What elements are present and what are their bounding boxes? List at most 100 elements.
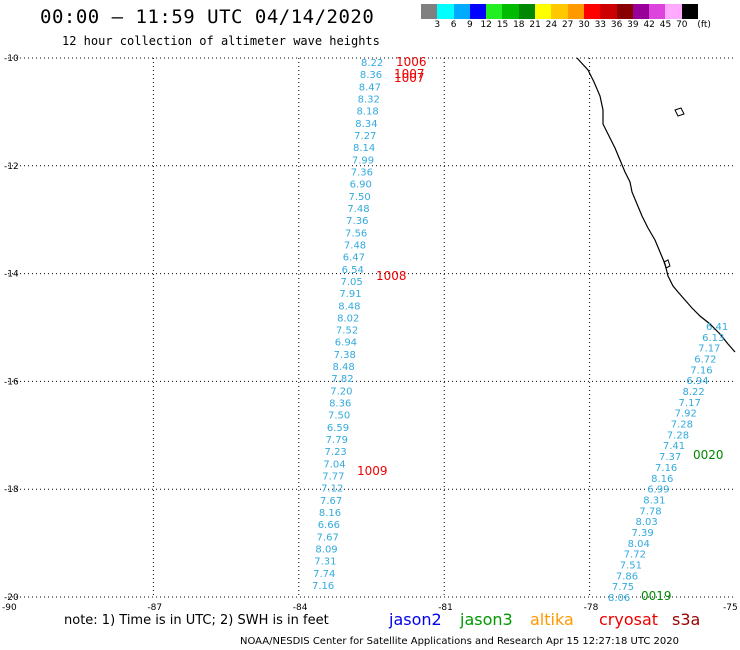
swh-value: 7.75 bbox=[612, 582, 634, 593]
legend-swatch bbox=[649, 4, 666, 19]
swh-value: 6.94 bbox=[686, 376, 708, 387]
legend-swatch bbox=[681, 4, 699, 19]
island-outline bbox=[674, 107, 685, 117]
x-tick-label: -78 bbox=[584, 603, 599, 613]
x-tick-label: -90 bbox=[2, 603, 17, 613]
y-tick-label: -10 bbox=[4, 54, 19, 64]
swh-value: 8.48 bbox=[338, 301, 360, 312]
swh-value: 8.36 bbox=[329, 399, 351, 410]
legend-swatches bbox=[421, 4, 699, 19]
swh-value: 7.31 bbox=[314, 557, 336, 568]
swh-value: 7.48 bbox=[344, 240, 366, 251]
swh-value: 6.54 bbox=[342, 265, 364, 276]
y-tick-label: -16 bbox=[4, 377, 19, 387]
legend-label: 33 bbox=[594, 20, 607, 30]
swh-value: 8.22 bbox=[361, 58, 383, 69]
pass-label: 1007 bbox=[394, 71, 425, 85]
swh-value: 8.32 bbox=[358, 94, 380, 105]
legend-labels: 3 6 9 12 15 18 21 24 27 30 33 36 39 42 45 70 (ft) bbox=[421, 19, 710, 31]
pass-label: 1009 bbox=[357, 464, 388, 478]
swh-value: 8.06 bbox=[608, 593, 630, 604]
legend-label: 30 bbox=[578, 20, 590, 30]
sat-altika: altika bbox=[530, 610, 574, 629]
y-tick-label: -20 bbox=[4, 593, 19, 603]
island-outline bbox=[663, 259, 671, 269]
swh-value: 7.16 bbox=[655, 463, 677, 474]
swh-value: 7.51 bbox=[620, 560, 642, 571]
swh-value: 7.41 bbox=[663, 441, 685, 452]
swh-value: 6.66 bbox=[318, 520, 340, 531]
swh-value: 7.28 bbox=[667, 430, 689, 441]
x-tick-label: -84 bbox=[293, 603, 308, 613]
legend-label: 18 bbox=[513, 20, 525, 30]
x-tick-label: -87 bbox=[147, 603, 162, 613]
swh-value: 7.79 bbox=[326, 435, 348, 446]
note-text: note: 1) Time is in UTC; 2) SWH is in fe… bbox=[64, 613, 329, 628]
legend-swatch bbox=[535, 4, 552, 19]
swh-value: 8.02 bbox=[337, 313, 359, 324]
pass-label: 1008 bbox=[376, 269, 407, 283]
swh-value: 6.99 bbox=[647, 485, 669, 496]
legend-label: 27 bbox=[561, 20, 574, 30]
swh-value: 8.03 bbox=[635, 517, 657, 528]
swh-value: 6.72 bbox=[694, 355, 716, 366]
coastline-path bbox=[576, 57, 736, 353]
swh-value: 8.16 bbox=[651, 474, 673, 485]
legend-label: 12 bbox=[480, 20, 492, 30]
swh-value: 7.52 bbox=[336, 326, 358, 337]
pass-label: 0019 bbox=[641, 589, 672, 603]
legend-swatch bbox=[583, 4, 601, 19]
legend-label: 21 bbox=[529, 20, 541, 30]
legend-swatch bbox=[486, 4, 503, 19]
legend-swatch bbox=[616, 4, 633, 19]
swh-value: 7.82 bbox=[331, 374, 353, 385]
swh-value: 8.48 bbox=[333, 362, 355, 373]
legend-swatch bbox=[665, 4, 682, 19]
legend-swatch bbox=[551, 4, 568, 19]
y-tick-label: -12 bbox=[4, 162, 19, 172]
swh-value: 8.04 bbox=[628, 539, 650, 550]
legend-label: 36 bbox=[610, 20, 623, 30]
coastline bbox=[576, 57, 736, 353]
swh-value: 7.92 bbox=[675, 409, 697, 420]
swh-value: 7.16 bbox=[312, 581, 334, 592]
swh-value: 7.99 bbox=[352, 155, 374, 166]
swh-value: 8.22 bbox=[682, 387, 704, 398]
color-scale-legend: 3 6 9 12 15 18 21 24 27 30 33 36 39 42 45 70 (ft) bbox=[421, 4, 711, 31]
legend-swatch bbox=[567, 4, 584, 19]
swh-value: 6.41 bbox=[706, 322, 728, 333]
swh-value: 7.74 bbox=[313, 569, 335, 580]
swh-value: 7.86 bbox=[616, 571, 638, 582]
legend-label: 45 bbox=[659, 20, 672, 30]
swh-value: 7.78 bbox=[639, 506, 661, 517]
swh-value: 7.27 bbox=[354, 131, 376, 142]
swh-value: 8.16 bbox=[319, 508, 341, 519]
legend-label: 9 bbox=[467, 20, 473, 30]
legend-swatch bbox=[437, 4, 454, 19]
swh-value: 6.47 bbox=[343, 253, 365, 264]
axis-ticks: -10 -12 -14 -16 -18 -20-90 -87 -84 -81 -78 -75 bbox=[2, 54, 738, 613]
swh-value: 8.34 bbox=[355, 119, 377, 130]
pass-label: 1006 bbox=[396, 55, 427, 69]
swh-value: 7.36 bbox=[346, 216, 368, 227]
legend-label: 70 bbox=[676, 20, 688, 30]
swh-value: 7.48 bbox=[347, 204, 369, 215]
map-subtitle: 12 hour collection of altimeter wave hei… bbox=[62, 34, 380, 48]
legend-swatch bbox=[453, 4, 470, 19]
legend-swatch bbox=[502, 4, 519, 19]
swh-value: 7.77 bbox=[322, 472, 344, 483]
swh-value: 7.17 bbox=[679, 398, 701, 409]
y-tick-label: -14 bbox=[4, 270, 19, 280]
x-tick-label: -81 bbox=[438, 603, 453, 613]
legend-swatch bbox=[632, 4, 650, 19]
swh-value: 8.31 bbox=[643, 495, 665, 506]
altimeter-tracks: 8.228.368.478.328.188.347.278.147.997.36… bbox=[312, 58, 728, 604]
swh-value: 7.72 bbox=[624, 550, 646, 561]
swh-value: 7.12 bbox=[321, 484, 343, 495]
swh-value: 7.39 bbox=[632, 528, 654, 539]
swh-value: 7.56 bbox=[345, 228, 367, 239]
legend-label: 39 bbox=[627, 20, 639, 30]
legend-label: 6 bbox=[450, 20, 457, 30]
